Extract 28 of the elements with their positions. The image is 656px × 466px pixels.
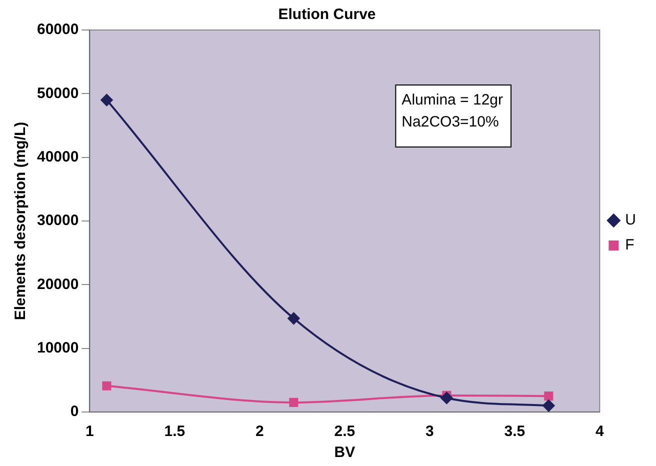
y-axis-title: Elements desorption (mg/L): [12, 122, 30, 320]
x-axis-title: BV: [334, 444, 356, 462]
legend-label: F: [625, 236, 634, 254]
x-tick-label: 3.5: [504, 423, 526, 440]
point: [289, 398, 298, 407]
x-tick-label: 1: [86, 423, 94, 440]
x-tick-label: 2.5: [334, 423, 356, 440]
y-tick-label: 40000: [36, 148, 79, 166]
point: [544, 392, 554, 401]
y-tick-label: 0: [70, 403, 79, 420]
legend-label: U: [625, 212, 636, 229]
y-tick-label: 60000: [36, 21, 79, 38]
x-tick-label: 2: [256, 423, 264, 440]
y-tick-label: 30000: [36, 212, 79, 230]
point: [542, 400, 555, 412]
chart-title: Elution Curve: [278, 6, 376, 24]
point: [100, 94, 113, 106]
x-tick-label: 4: [595, 423, 604, 440]
annotation: Na2CO3=10%: [402, 114, 499, 131]
point: [102, 381, 112, 390]
y-tick-label: 20000: [36, 276, 79, 293]
point: [288, 312, 300, 324]
annotation: Alumina = 12gr: [402, 92, 503, 109]
y-tick-label: 50000: [36, 84, 79, 102]
x-tick-label: 3: [426, 423, 434, 440]
point: [440, 392, 453, 404]
x-tick-label: 1.5: [164, 423, 186, 440]
y-tick-label: 10000: [36, 339, 79, 356]
